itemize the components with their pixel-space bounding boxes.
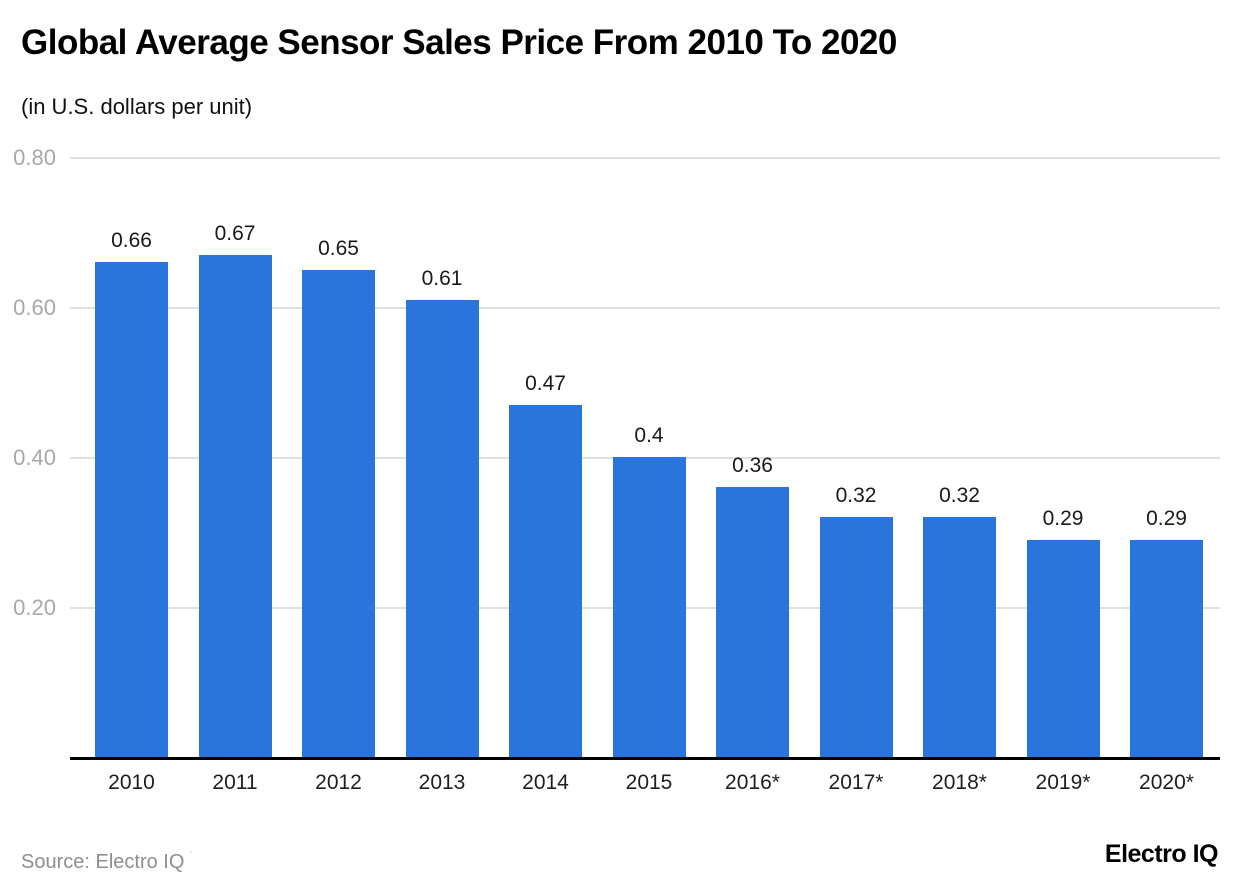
bar-value-label: 0.47 bbox=[525, 371, 566, 395]
x-tick-label: 2010 bbox=[108, 771, 155, 794]
x-tick-label: 2014 bbox=[522, 771, 569, 794]
x-tick-label: 2011 bbox=[212, 771, 258, 794]
bar-value-label: 0.32 bbox=[835, 484, 877, 507]
bar: 0.29 bbox=[1130, 507, 1203, 757]
y-tick-label: 0.20 bbox=[13, 595, 56, 620]
bar-value-label: 0.66 bbox=[111, 229, 152, 252]
bar-value-label: 0.4 bbox=[634, 424, 664, 447]
bar: 0.67 bbox=[198, 222, 272, 757]
bar-value-label: 0.29 bbox=[1146, 506, 1187, 530]
bar: 0.32 bbox=[923, 484, 996, 757]
bar: 0.29 bbox=[1026, 507, 1100, 757]
bar: 0.65 bbox=[302, 237, 375, 757]
chart-subtitle: (in U.S. dollars per unit) bbox=[21, 94, 253, 119]
bar-value-label: 0.67 bbox=[214, 221, 256, 245]
y-tick-label: 0.40 bbox=[13, 445, 56, 470]
bar: 0.36 bbox=[716, 454, 789, 757]
y-tick-label: 0.80 bbox=[13, 145, 56, 170]
x-tick-label: 2016* bbox=[725, 771, 780, 794]
source-footnote-mark: ´ bbox=[189, 848, 195, 864]
x-tick-label: 2018* bbox=[932, 771, 987, 794]
bars-layer: 0.66 0.67 0.65 0.61 0.47 0.4 0.36 0.32 0.32 0.29 0… bbox=[70, 157, 1220, 757]
bar: 0.47 bbox=[509, 372, 582, 757]
gridline bbox=[70, 307, 1220, 309]
gridline bbox=[70, 157, 1220, 159]
y-tick-label: 0.60 bbox=[13, 295, 56, 320]
bar: 0.66 bbox=[95, 229, 168, 757]
x-axis-labels: 2010 2011 2012 2013 2014 2015 2016* 2017* 2018* 2… bbox=[70, 770, 1220, 795]
x-tick-label: 2019* bbox=[1035, 771, 1091, 794]
source-line: Source: Electro IQ ´ bbox=[21, 844, 194, 874]
bar: 0.32 bbox=[819, 484, 893, 757]
plot-area: 0.80 0.60 0.40 0.20 0.66 0.67 0.65 0.61 0.47 0.4… bbox=[13, 145, 1220, 760]
bar: 0.61 bbox=[405, 267, 479, 757]
x-tick-label: 2013 bbox=[418, 771, 466, 794]
x-tick-label: 2015 bbox=[625, 771, 673, 794]
bar-value-label: 0.29 bbox=[1042, 506, 1084, 530]
bar-value-label: 0.32 bbox=[939, 484, 980, 507]
bar-value-label: 0.65 bbox=[318, 236, 359, 260]
x-tick-label: 2017* bbox=[828, 771, 884, 794]
source-text: Source: Electro IQ bbox=[21, 851, 185, 873]
bar-value-label: 0.36 bbox=[732, 454, 773, 477]
chart-title: Global Average Sensor Sales Price From 2… bbox=[21, 23, 897, 62]
brand-logo: Electro IQ bbox=[1104, 840, 1219, 868]
bar: 0.4 bbox=[612, 424, 686, 757]
bar-value-label: 0.61 bbox=[421, 266, 463, 290]
x-tick-label: 2020* bbox=[1139, 771, 1194, 794]
x-tick-label: 2012 bbox=[315, 771, 362, 794]
